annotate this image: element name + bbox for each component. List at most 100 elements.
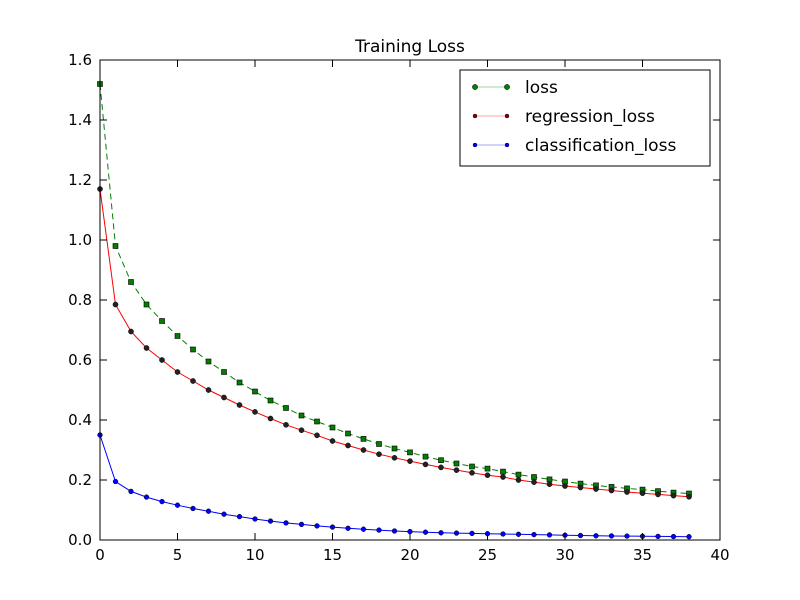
data-point-regression_loss <box>500 474 506 480</box>
data-point-regression_loss <box>360 447 367 453</box>
data-point-classification_loss <box>112 478 119 485</box>
data-point-classification_loss <box>546 532 553 538</box>
data-point-loss <box>500 468 506 475</box>
data-point-regression_loss <box>174 369 181 375</box>
data-point-regression_loss <box>283 421 289 428</box>
data-point-regression_loss <box>190 378 196 384</box>
y-tick-label: 0.4 <box>68 411 92 429</box>
data-point-loss <box>422 453 429 460</box>
data-point-loss <box>546 476 553 483</box>
data-point-loss <box>438 457 444 464</box>
x-tick-label: 5 <box>173 546 183 564</box>
data-point-loss <box>283 405 289 411</box>
data-point-loss <box>314 418 320 425</box>
data-point-regression_loss <box>469 469 475 476</box>
data-point-loss <box>128 279 134 285</box>
data-point-regression_loss <box>376 451 382 458</box>
y-tick-label: 0.0 <box>68 531 92 549</box>
data-point-loss <box>345 430 351 437</box>
data-point-loss <box>236 379 243 386</box>
legend: loss regression_loss classification_loss <box>459 69 711 167</box>
data-point-classification_loss <box>143 494 150 500</box>
x-tick-label: 10 <box>245 546 264 564</box>
data-point-loss <box>221 369 227 375</box>
data-point-classification_loss <box>267 518 274 524</box>
data-point-classification_loss <box>190 505 196 512</box>
legend-marker-regression_loss <box>472 113 478 119</box>
data-point-classification_loss <box>438 530 444 536</box>
x-tick-label: 35 <box>633 546 652 564</box>
data-point-loss <box>484 465 491 472</box>
data-point-regression_loss <box>236 402 243 408</box>
data-point-regression_loss <box>298 427 305 434</box>
x-tick-label: 25 <box>478 546 497 564</box>
data-point-classification_loss <box>608 533 615 539</box>
data-point-regression_loss <box>159 357 165 363</box>
data-point-classification_loss <box>205 508 212 514</box>
y-tick-label: 1.4 <box>68 111 92 129</box>
data-point-classification_loss <box>345 525 351 531</box>
data-point-regression_loss <box>314 432 320 439</box>
data-point-regression_loss <box>593 486 599 492</box>
legend-marker-loss <box>504 84 510 90</box>
data-point-regression_loss <box>438 464 444 471</box>
data-point-regression_loss <box>391 454 398 461</box>
data-point-loss <box>190 346 196 353</box>
data-point-classification_loss <box>686 534 692 540</box>
data-point-classification_loss <box>329 524 336 530</box>
data-point-classification_loss <box>577 532 584 539</box>
legend-label-classification_loss: classification_loss <box>525 136 676 156</box>
data-point-classification_loss <box>624 533 630 539</box>
data-point-regression_loss <box>577 484 584 491</box>
data-point-loss <box>143 301 150 308</box>
data-point-regression_loss <box>329 438 336 444</box>
data-point-regression_loss <box>608 487 615 494</box>
y-tick-label: 0.2 <box>68 471 92 489</box>
data-point-classification_loss <box>252 516 258 522</box>
data-point-classification_loss <box>236 513 243 520</box>
data-point-regression_loss <box>221 394 227 401</box>
data-point-loss <box>205 358 212 365</box>
data-point-regression_loss <box>639 490 646 497</box>
data-point-classification_loss <box>515 531 522 537</box>
data-point-loss <box>267 397 274 404</box>
data-point-regression_loss <box>562 483 568 489</box>
x-tick-label: 30 <box>555 546 574 564</box>
x-tick-label: 20 <box>400 546 419 564</box>
data-point-loss <box>531 474 537 480</box>
data-point-classification_loss <box>298 521 305 528</box>
legend-marker-classification_loss <box>472 142 478 148</box>
data-point-loss <box>407 449 413 456</box>
y-tick-label: 1.0 <box>68 231 92 249</box>
data-point-loss <box>252 388 258 395</box>
y-tick-label: 0.6 <box>68 351 92 369</box>
data-point-classification_loss <box>221 511 227 517</box>
data-point-classification_loss <box>159 498 165 505</box>
y-tick-label: 1.6 <box>68 51 92 69</box>
data-point-classification_loss <box>453 530 460 536</box>
data-point-regression_loss <box>407 458 413 464</box>
data-point-classification_loss <box>422 529 429 535</box>
data-point-classification_loss <box>593 533 599 539</box>
data-point-loss <box>159 318 165 324</box>
data-point-regression_loss <box>205 387 212 393</box>
data-point-regression_loss <box>453 467 460 473</box>
data-point-regression_loss <box>252 409 258 415</box>
data-point-regression_loss <box>112 301 119 308</box>
data-point-classification_loss <box>174 502 181 508</box>
data-point-loss <box>391 445 398 452</box>
legend-marker-regression_loss <box>504 113 510 119</box>
data-point-regression_loss <box>531 479 537 485</box>
data-point-loss <box>376 441 382 447</box>
y-tick-label: 1.2 <box>68 171 92 189</box>
data-point-classification_loss <box>531 531 537 538</box>
data-point-loss <box>174 333 181 339</box>
data-point-classification_loss <box>469 530 475 537</box>
data-point-classification_loss <box>391 528 398 534</box>
data-point-classification_loss <box>283 520 289 526</box>
data-point-regression_loss <box>686 493 692 500</box>
data-point-loss <box>453 460 460 467</box>
legend-label-regression_loss: regression_loss <box>525 107 655 127</box>
plot-area <box>97 81 692 540</box>
